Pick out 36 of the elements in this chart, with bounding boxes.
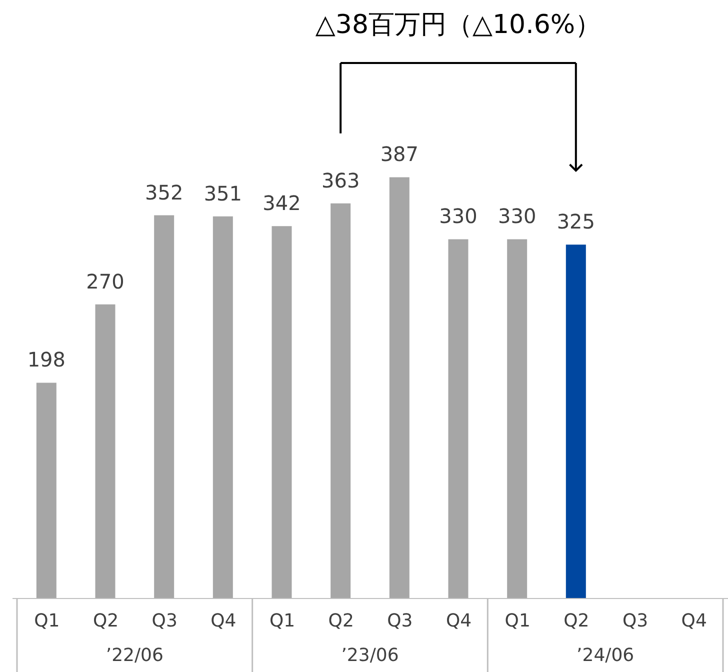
text: ’22/06 [106,645,164,666]
x-tick-label: Q2 [564,610,590,632]
text: ’23/06 [341,645,399,666]
bar [330,203,351,598]
bar [507,239,528,598]
data-label: 387 [380,142,419,166]
bar [212,216,233,598]
data-label: 198 [27,348,66,372]
data-label: 325 [556,210,596,234]
x-tick-label: Q3 [152,610,178,632]
bar [154,215,174,598]
x-tick-label: Q4 [446,610,472,632]
data-label: 342 [262,191,301,216]
x-tick-label: Q2 [328,610,354,632]
annotation: △38百万円（△10.6%） [315,10,602,40]
bar [95,304,116,598]
data-label: 330 [439,204,478,228]
data-label: 363 [321,168,360,192]
data-label: 330 [498,204,536,228]
x-tick-label: Q3 [622,610,648,632]
x-tick-label: Q1 [34,610,60,632]
bar [272,226,292,598]
data-label: 352 [144,180,184,204]
x-tick-label: Q4 [210,610,236,632]
x-tick-label: Q1 [269,610,296,632]
bar [566,244,586,598]
x-tick-label: Q4 [681,610,707,632]
data-label: 351 [204,181,242,206]
x-tick-label: Q3 [387,610,413,632]
x-tick-label: Q2 [92,610,119,632]
bar [389,177,410,598]
data-label: 270 [86,269,124,294]
bar [36,382,56,598]
x-tick-label: Q1 [504,610,530,632]
bar [448,239,468,598]
text: ’24/06 [576,645,634,666]
